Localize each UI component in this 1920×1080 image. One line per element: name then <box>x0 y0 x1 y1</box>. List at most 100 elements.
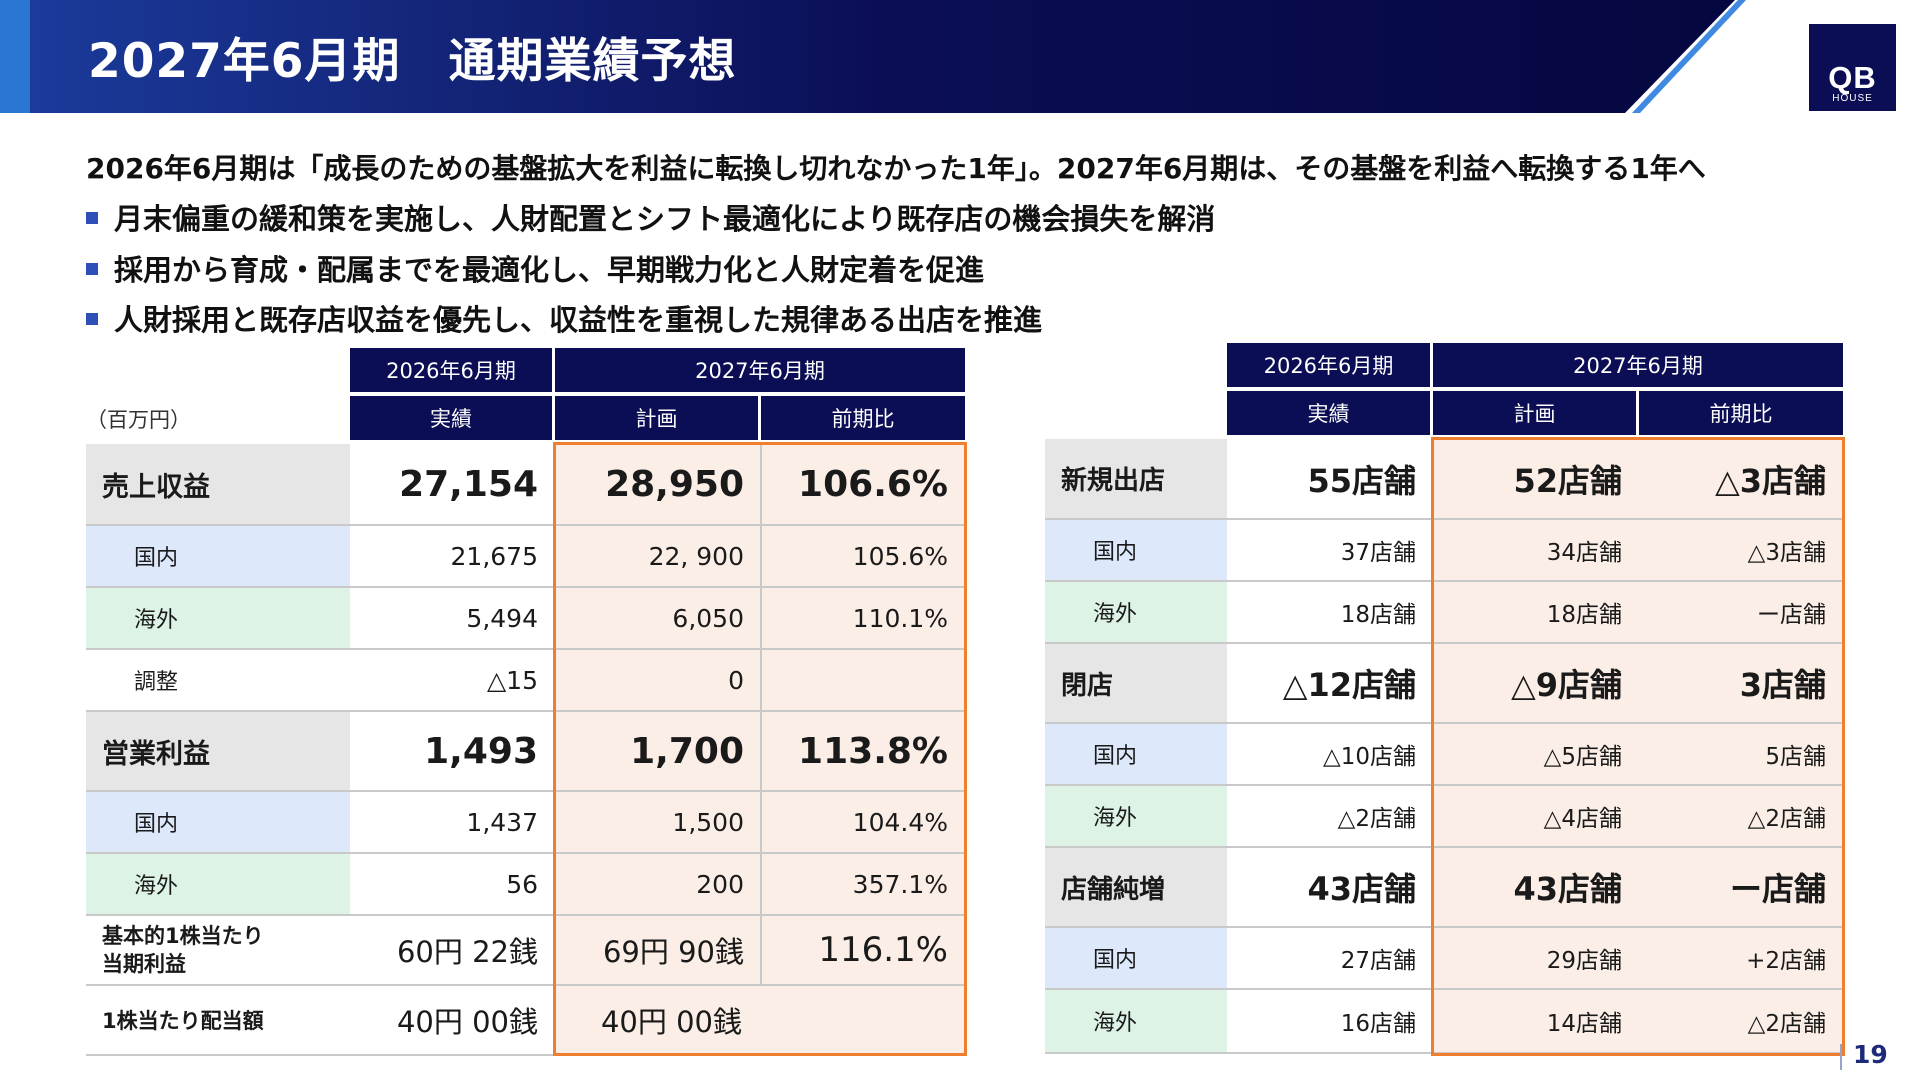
revenue-domestic-plan: 22, 900 <box>648 541 744 571</box>
row-label-domestic: 国内 <box>1045 928 1227 988</box>
closures-plan: △9店舗 <box>1511 666 1622 704</box>
row-label-overseas: 海外 <box>86 588 350 648</box>
new-overseas-yoy: ー店舗 <box>1757 602 1826 628</box>
revenue-overseas-plan: 6,050 <box>672 603 744 633</box>
row-label-domestic: 国内 <box>86 526 350 586</box>
page-number: 19 <box>1853 1040 1888 1069</box>
bullet-item: 月末偏重の緩和策を実施し、人財配置とシフト最適化により既存店の機会損失を解消 <box>86 196 1215 238</box>
page-title: 2027年6月期 通期業績予想 <box>88 34 737 89</box>
header-plan: 計画 <box>555 396 758 440</box>
row-label-overseas: 海外 <box>1045 990 1227 1052</box>
page-number-divider <box>1840 1044 1842 1070</box>
new-domestic-yoy: △3店舗 <box>1747 540 1826 566</box>
revenue-actual: 27,154 <box>399 463 538 505</box>
row-label-overseas: 海外 <box>1045 582 1227 642</box>
header-fy2026: 2026年6月期 <box>1227 343 1430 387</box>
revenue-domestic-actual: 21,675 <box>450 541 538 571</box>
row-divider <box>1045 722 1843 724</box>
row-divider <box>1045 642 1843 644</box>
revenue-domestic-yoy: 105.6% <box>852 541 948 571</box>
net-domestic-plan: 29店舗 <box>1546 948 1622 974</box>
header-background <box>0 0 1746 113</box>
header-plan: 計画 <box>1433 391 1636 435</box>
op-domestic-yoy: 104.4% <box>852 807 948 837</box>
net-increase-yoy: ー店舗 <box>1729 870 1826 908</box>
close-overseas-actual: △2店舗 <box>1337 806 1416 832</box>
row-divider <box>86 586 965 588</box>
row-divider <box>86 984 965 986</box>
eps-actual: 60円 22銭 <box>396 935 538 969</box>
row-divider <box>1045 784 1843 786</box>
eps-plan: 69円 90銭 <box>602 935 744 969</box>
net-overseas-actual: 16店舗 <box>1340 1011 1416 1037</box>
op-overseas-yoy: 357.1% <box>852 869 948 899</box>
row-divider <box>86 1054 965 1056</box>
row-divider <box>1045 846 1843 848</box>
row-divider <box>1045 580 1843 582</box>
revenue-yoy: 106.6% <box>798 463 948 505</box>
qb-house-logo: QB HOUSE <box>1809 24 1896 111</box>
header-actual: 実績 <box>350 396 552 440</box>
header-yoy: 前期比 <box>761 396 965 440</box>
row-label-adjustment: 調整 <box>86 650 350 710</box>
operating-profit-actual: 1,493 <box>424 730 538 772</box>
bullet-square-icon <box>86 313 98 325</box>
close-domestic-plan: △5店舗 <box>1543 744 1622 770</box>
header-fy2027: 2027年6月期 <box>1433 343 1843 387</box>
row-label-overseas: 海外 <box>86 854 350 914</box>
row-divider <box>1045 926 1843 928</box>
row-divider <box>86 790 965 792</box>
intro-text: 2026年6月期は「成長のための基盤拡大を利益に転換し切れなかった1年」。202… <box>86 152 1706 185</box>
close-overseas-plan: △4店舗 <box>1543 806 1622 832</box>
op-overseas-plan: 200 <box>696 869 744 899</box>
header-actual: 実績 <box>1227 391 1430 435</box>
row-divider <box>86 648 965 650</box>
bullet-item: 採用から育成・配属までを最適化し、早期戦力化と人財定着を促進 <box>86 247 984 289</box>
header-yoy: 前期比 <box>1639 391 1843 435</box>
operating-profit-yoy: 113.8% <box>798 730 948 772</box>
forecast-outline <box>1431 437 1845 1056</box>
revenue-overseas-yoy: 110.1% <box>852 603 948 633</box>
closures-yoy: 3店舗 <box>1739 666 1826 704</box>
row-label-domestic: 国内 <box>1045 724 1227 784</box>
row-divider <box>1045 518 1843 520</box>
closures-actual: △12店舗 <box>1282 666 1416 704</box>
forecast-highlight <box>1433 439 1843 1054</box>
net-domestic-yoy: +2店舗 <box>1746 948 1826 974</box>
dividend-actual: 40円 00銭 <box>396 1005 538 1039</box>
op-overseas-actual: 56 <box>506 869 538 899</box>
row-label-closures: 閉店 <box>1045 644 1227 722</box>
net-increase-plan: 43店舗 <box>1513 870 1622 908</box>
row-label-net-increase: 店舗純増 <box>1045 848 1227 926</box>
new-stores-plan: 52店舗 <box>1513 461 1622 500</box>
operating-profit-plan: 1,700 <box>630 730 744 772</box>
row-label-domestic: 国内 <box>86 792 350 852</box>
adjustment-plan: 0 <box>728 665 744 695</box>
close-domestic-actual: △10店舗 <box>1323 744 1416 770</box>
row-label-eps: 基本的1株当たり 当期利益 <box>86 916 350 984</box>
net-overseas-yoy: △2店舗 <box>1747 1011 1826 1037</box>
new-domestic-plan: 34店舗 <box>1546 540 1622 566</box>
net-domestic-actual: 27店舗 <box>1340 948 1416 974</box>
header-fy2027: 2027年6月期 <box>555 348 965 392</box>
close-domestic-yoy: 5店舗 <box>1765 744 1826 770</box>
revenue-plan: 28,950 <box>605 463 744 505</box>
column-divider <box>760 444 762 986</box>
row-divider <box>86 710 965 712</box>
revenue-overseas-actual: 5,494 <box>466 603 538 633</box>
op-domestic-actual: 1,437 <box>466 807 538 837</box>
forecast-outline <box>553 442 967 1056</box>
new-overseas-plan: 18店舗 <box>1546 602 1622 628</box>
adjustment-actual: △15 <box>486 665 538 695</box>
header-banner: 2027年6月期 通期業績予想 <box>0 0 1920 113</box>
bullet-item: 人財採用と既存店収益を優先し、収益性を重視した規律ある出店を推進 <box>86 297 1042 339</box>
row-divider <box>86 914 965 916</box>
op-domestic-plan: 1,500 <box>672 807 744 837</box>
header-fy2026: 2026年6月期 <box>350 348 552 392</box>
bullet-square-icon <box>86 263 98 275</box>
net-overseas-plan: 14店舗 <box>1546 1011 1622 1037</box>
eps-yoy: 116.1% <box>818 930 948 970</box>
row-label-domestic: 国内 <box>1045 520 1227 580</box>
new-stores-yoy: △3店舗 <box>1715 461 1826 500</box>
new-stores-actual: 55店舗 <box>1307 461 1416 500</box>
